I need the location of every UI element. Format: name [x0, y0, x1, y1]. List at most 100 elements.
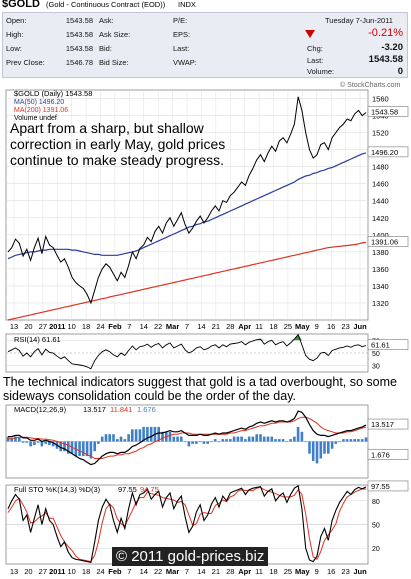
macd-hist-bar [213, 439, 217, 442]
down-arrow-icon [305, 30, 315, 38]
price-tick-label: 1560 [372, 95, 389, 104]
date-tick-label: 9 [315, 322, 319, 331]
date-tick-label: Mar [166, 322, 179, 331]
date-tick-label: 24 [96, 322, 104, 331]
price-tick-label: 1360 [372, 265, 389, 274]
quote-label: P/E: [173, 16, 188, 25]
macd-hist-bar [172, 436, 176, 442]
macd-hist-bar [36, 441, 40, 443]
macd-hist-bar [353, 439, 356, 442]
macd-hist-bar [180, 436, 183, 442]
macd-hist-bar [232, 436, 236, 442]
price-tick-label: 1440 [372, 197, 389, 206]
macd-hist-bar [25, 441, 29, 443]
price-tick-label: 1380 [372, 248, 389, 257]
legend-sto-d: 94.75 [140, 485, 159, 494]
sto-date-tick-label: 2011 [49, 567, 65, 576]
date-tick-label: 14 [140, 322, 148, 331]
date-tick-label: 23 [341, 322, 349, 331]
macd-hist-bar [244, 439, 247, 442]
macd-hist-bar [308, 441, 311, 454]
quote-label: Bid: [99, 44, 112, 53]
legend-volume: Volume undef [14, 115, 57, 122]
sto-date-tick-label: May [295, 567, 310, 576]
macd-hist-bar [225, 439, 228, 442]
macd-hist-bar [259, 434, 262, 442]
macd-hist-bar [210, 441, 213, 443]
sto-date-tick-label: 7 [127, 567, 131, 576]
quote-value: 1543.58 [65, 16, 93, 25]
macd-hist-bar [93, 441, 96, 452]
macd-hist-bar [187, 441, 191, 447]
stockcharts-logo: © StockCharts.com [340, 81, 401, 89]
price-panel: 1320134013601380140014201440146014801500… [5, 89, 409, 331]
sto-tick-label: 50 [372, 523, 380, 530]
sto-tick-label: 20 [372, 546, 380, 553]
macd-hist-bar [51, 441, 55, 447]
rsi-line [7, 333, 367, 370]
price-tick-label: 1320 [372, 299, 389, 308]
macd-hist-bar [289, 439, 292, 442]
date-tick-label: May [295, 322, 310, 331]
sto-date-tick-label: Feb [108, 567, 122, 576]
macd-hist-bar [78, 441, 81, 457]
macd-hist-bar [59, 441, 62, 452]
legend-macd-v1: 13.517 [83, 405, 106, 414]
macd-hist-bar [108, 434, 111, 442]
date-tick-label: 13 [10, 322, 18, 331]
sto-date-tick-label: Apr [238, 567, 251, 576]
macd-hist-bar [18, 437, 21, 442]
sto-date-tick-label: 21 [212, 567, 220, 576]
legend-macd: MACD(12,26,9) [14, 405, 67, 414]
macd-hist-bar [342, 439, 345, 442]
macd-hist-bar [217, 441, 221, 443]
price-line [7, 96, 367, 305]
rsi-panel: 30507061.61 [5, 333, 409, 373]
macd-hist-bar [330, 441, 334, 449]
sto-date-tick-label: 9 [315, 567, 319, 576]
sto-date-tick-label: 10 [67, 567, 75, 576]
price-last-label-box [367, 106, 409, 117]
quote-label: Last: [173, 44, 190, 53]
macd-hist-bar [315, 441, 319, 464]
macd-hist-bar [278, 439, 281, 442]
macd-hist-bar [82, 441, 85, 457]
macd-hist-bar [195, 441, 198, 444]
sto-date-tick-label: 18 [82, 567, 90, 576]
sto-date-tick-label: 13 [10, 567, 18, 576]
macd-hist-bar [266, 436, 270, 442]
quote-value: 1543.58 [65, 30, 93, 39]
macd-hist-bar [161, 431, 164, 442]
macd-last-label: 13.517 [371, 420, 394, 429]
quote-label: Open: [6, 16, 27, 25]
macd-hist-bar [198, 441, 202, 443]
macd-hist-bar [191, 441, 194, 444]
sto-date-tick-label: 22 [154, 567, 162, 576]
quote-label: Chg: [307, 44, 323, 53]
macd-hist-bar [357, 439, 360, 442]
macd-hist-bar [255, 434, 258, 442]
macd-hist-bar [319, 441, 323, 459]
date-tick-label: 18 [82, 322, 90, 331]
macd-hist-bar [89, 441, 93, 459]
rsi-tick-label: 50 [372, 351, 380, 358]
date-tick-label: 16 [327, 322, 335, 331]
sto-date-tick-label: 11 [255, 567, 263, 576]
macd-hist-bar [270, 436, 274, 442]
legend-ma200: MA(200) 1391.06 [14, 107, 68, 114]
price-tick-label: 1420 [372, 214, 389, 223]
ma200-line [7, 241, 367, 321]
price-tick-label: 1460 [372, 180, 389, 189]
date-tick-label: 18 [269, 322, 277, 331]
quote-value: 1543.58 [65, 44, 93, 53]
date-tick-label: 20 [24, 322, 32, 331]
quote-label: Ask Size: [99, 30, 131, 39]
sto-date-tick-label: 23 [341, 567, 349, 576]
macd-line [8, 410, 367, 466]
macd-hist-bar [119, 436, 123, 442]
quote-table: Open: 1543.58 High: 1543.58 Low: 1543.58… [2, 12, 408, 78]
date-tick-label: 7 [185, 322, 189, 331]
macd-hist-bar [229, 439, 232, 442]
macd-hist-bar [131, 429, 134, 442]
macd-hist-bar [274, 439, 277, 442]
